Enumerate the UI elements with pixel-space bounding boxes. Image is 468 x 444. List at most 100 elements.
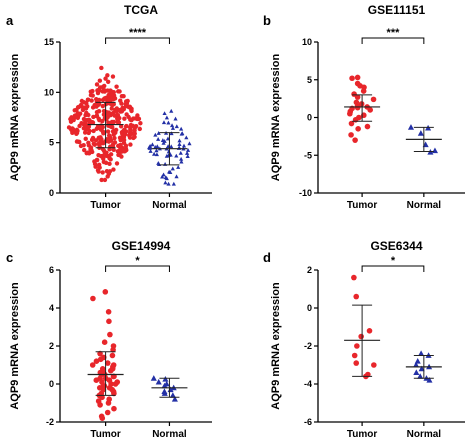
normal-point <box>162 376 169 382</box>
tumor-point <box>82 147 87 153</box>
normal-point <box>179 126 184 131</box>
x-tick-label: Tumor <box>347 429 377 440</box>
tumor-point <box>99 65 104 71</box>
tumor-point <box>370 96 377 103</box>
tumor-point <box>111 119 117 125</box>
tumor-point <box>79 120 84 126</box>
tumor-point <box>95 157 100 163</box>
x-tick-label: Normal <box>407 200 442 211</box>
panel-d: d GSE6344 AQP9 mRNA expression -6 -4 -2 0 2 Tumo… <box>263 239 465 440</box>
tumor-point <box>137 126 142 132</box>
panel-b: b GSE11151 AQP9 mRNA expression -10 -5 0 5 10 Tu… <box>263 3 465 211</box>
tumor-point <box>129 118 134 123</box>
tumor-point <box>83 122 89 128</box>
tumor-point <box>68 119 74 124</box>
normal-point <box>160 174 165 179</box>
tumor-point <box>349 75 355 82</box>
tumor-point <box>120 105 125 110</box>
tumor-point <box>366 328 373 334</box>
normal-point <box>148 148 153 153</box>
normal-point <box>171 181 176 186</box>
normal-point <box>417 130 424 136</box>
tumor-point <box>105 73 110 78</box>
y-tick-label: -4 <box>304 379 312 389</box>
tumor-point <box>94 82 100 87</box>
tumor-point <box>99 127 104 132</box>
normal-point <box>417 373 424 379</box>
tumor-point <box>92 161 98 167</box>
normal-point <box>156 136 161 141</box>
tumor-point <box>354 343 360 349</box>
chart-title: GSE11151 <box>368 3 426 17</box>
tumor-point <box>353 293 360 300</box>
tumor-point <box>105 129 111 134</box>
normal-point <box>173 116 178 121</box>
tumor-point <box>72 108 77 113</box>
panel-letter: d <box>263 250 271 265</box>
tumor-point <box>106 133 112 138</box>
y-axis-label: AQP9 mRNA expression <box>9 54 21 182</box>
normal-point <box>169 131 174 136</box>
tumor-point <box>88 92 94 98</box>
tumor-point <box>358 333 364 340</box>
tumor-point <box>111 130 117 135</box>
tumor-point <box>83 112 88 118</box>
tumor-point <box>130 123 135 128</box>
tumor-point <box>112 96 118 101</box>
tumor-point <box>112 113 117 118</box>
normal-point <box>163 180 168 185</box>
tumor-point <box>91 128 96 134</box>
normal-point <box>169 123 175 128</box>
panel-letter: a <box>6 13 14 28</box>
tumor-point <box>93 377 100 384</box>
normal-point <box>176 165 181 169</box>
tumor-point <box>96 169 101 174</box>
tumor-point <box>117 89 122 94</box>
tumor-point <box>85 97 91 102</box>
tumor-point <box>105 400 112 406</box>
normal-point <box>168 170 173 174</box>
y-tick-label: 15 <box>44 37 54 47</box>
tumor-point <box>100 119 105 124</box>
tumor-point <box>70 130 75 136</box>
tumor-point <box>96 108 102 114</box>
normal-point <box>178 150 183 155</box>
tumor-point <box>364 123 371 130</box>
normal-point <box>156 131 161 135</box>
tumor-point <box>121 140 127 145</box>
tumor-point <box>83 118 88 124</box>
tumor-point <box>100 170 105 175</box>
tumor-point <box>93 358 100 365</box>
tumor-point <box>354 104 361 111</box>
normal-point <box>164 176 169 181</box>
tumor-point <box>84 126 89 131</box>
normal-point <box>185 154 190 159</box>
normal-point <box>184 135 189 140</box>
y-axis-label: AQP9 mRNA expression <box>9 282 21 410</box>
tumor-point <box>118 98 123 103</box>
x-tick-label: Normal <box>407 429 442 440</box>
tumor-point <box>79 98 85 104</box>
tumor-point <box>97 402 103 408</box>
tumor-point <box>106 139 111 144</box>
tumor-point <box>105 79 111 84</box>
normal-point <box>169 144 174 149</box>
tumor-point <box>110 142 116 147</box>
y-tick-label: 2 <box>307 265 312 275</box>
normal-point <box>150 142 155 147</box>
normal-point <box>418 365 425 372</box>
tumor-point <box>118 124 124 129</box>
tumor-point <box>76 139 81 144</box>
tumor-point <box>102 177 108 183</box>
normal-point <box>164 115 169 120</box>
normal-point <box>185 151 190 155</box>
x-tick-label: Normal <box>152 200 187 211</box>
significance-label: *** <box>387 27 401 39</box>
tumor-point <box>123 129 129 134</box>
tumor-point <box>119 94 125 99</box>
normal-point <box>166 120 171 125</box>
significance-bracket <box>361 37 425 44</box>
normal-point <box>161 172 166 177</box>
normal-point <box>162 111 167 116</box>
